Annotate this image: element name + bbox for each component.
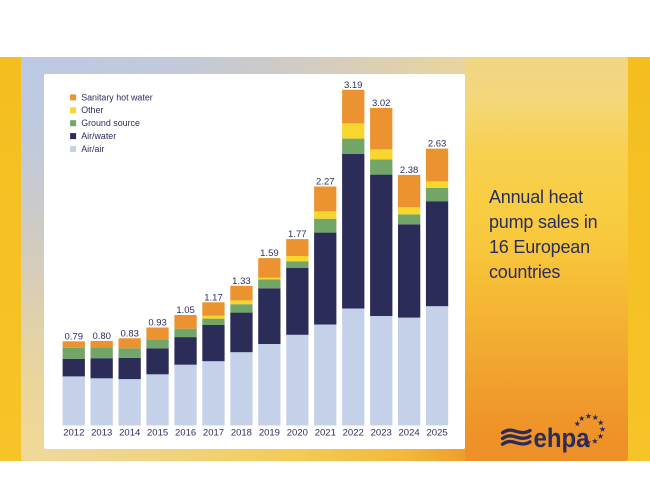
svg-text:2020: 2020 [287, 427, 308, 438]
svg-text:0.83: 0.83 [120, 328, 139, 339]
svg-text:0.79: 0.79 [65, 331, 84, 342]
svg-text:1.33: 1.33 [232, 276, 251, 287]
svg-text:1.59: 1.59 [260, 248, 279, 259]
svg-text:1.77: 1.77 [288, 229, 307, 240]
svg-text:2014: 2014 [119, 427, 140, 438]
svg-text:2022: 2022 [343, 427, 364, 438]
svg-text:2021: 2021 [315, 427, 336, 438]
svg-text:1.05: 1.05 [176, 305, 195, 316]
svg-text:2.38: 2.38 [400, 165, 419, 176]
svg-text:2015: 2015 [147, 427, 168, 438]
svg-text:Air/air: Air/air [81, 144, 104, 154]
svg-text:Ground source: Ground source [81, 118, 140, 128]
svg-text:2.27: 2.27 [316, 177, 335, 188]
svg-text:ehpa: ehpa [534, 423, 591, 453]
svg-text:2024: 2024 [399, 427, 420, 438]
svg-text:Other: Other [81, 105, 103, 115]
svg-text:2013: 2013 [91, 427, 112, 438]
svg-text:3.02: 3.02 [372, 98, 391, 109]
svg-text:0.80: 0.80 [92, 331, 111, 342]
svg-text:3.19: 3.19 [344, 80, 363, 91]
svg-text:2018: 2018 [231, 427, 252, 438]
svg-text:2023: 2023 [371, 427, 392, 438]
svg-text:2012: 2012 [63, 427, 84, 438]
svg-text:Sanitary hot water: Sanitary hot water [81, 92, 153, 102]
svg-text:1.17: 1.17 [204, 292, 223, 303]
svg-text:2.63: 2.63 [428, 139, 447, 150]
svg-text:2019: 2019 [259, 427, 280, 438]
svg-text:2017: 2017 [203, 427, 224, 438]
svg-text:2025: 2025 [427, 427, 448, 438]
svg-text:0.93: 0.93 [148, 318, 167, 329]
svg-text:2016: 2016 [175, 427, 196, 438]
svg-text:Air/water: Air/water [81, 131, 116, 141]
